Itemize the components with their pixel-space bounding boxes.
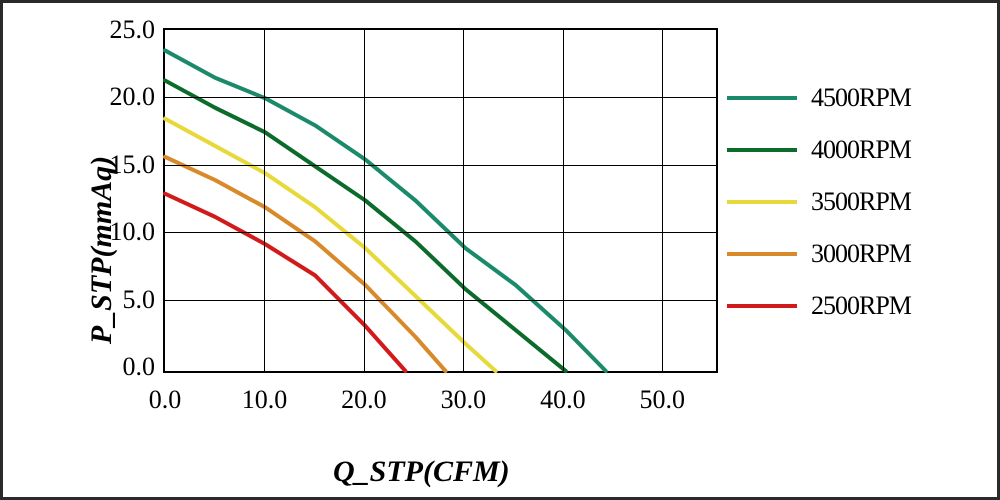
legend-item: 4000RPM <box>727 135 952 165</box>
y-tick-label: 25.0 <box>110 15 166 45</box>
legend-label: 3000RPM <box>811 239 911 269</box>
gridline-horizontal <box>165 300 716 301</box>
x-tick-label: 20.0 <box>341 371 387 415</box>
gridline-vertical <box>264 30 265 371</box>
legend-swatch <box>727 252 797 256</box>
y-tick-label: 15.0 <box>110 150 166 180</box>
legend: 4500RPM 4000RPM 3500RPM 3000RPM 2500RPM <box>727 83 952 343</box>
legend-item: 2500RPM <box>727 291 952 321</box>
legend-swatch <box>727 304 797 308</box>
x-axis-label: Q_STP(CFM) <box>333 455 510 489</box>
series-line <box>165 119 496 371</box>
y-tick-label: 0.0 <box>123 352 166 382</box>
y-tick-label: 10.0 <box>110 217 166 247</box>
legend-swatch <box>727 148 797 152</box>
gridline-vertical <box>463 30 464 371</box>
legend-swatch <box>727 200 797 204</box>
x-tick-label: 40.0 <box>540 371 586 415</box>
legend-swatch <box>727 96 797 100</box>
legend-item: 3500RPM <box>727 187 952 217</box>
y-tick-label: 5.0 <box>123 285 166 315</box>
gridline-vertical <box>662 30 663 371</box>
legend-item: 4500RPM <box>727 83 952 113</box>
series-line <box>165 50 606 371</box>
gridline-vertical <box>364 30 365 371</box>
chart-lines <box>165 30 716 371</box>
x-tick-label: 50.0 <box>640 371 686 415</box>
gridline-horizontal <box>165 232 716 233</box>
legend-label: 2500RPM <box>811 291 911 321</box>
legend-label: 3500RPM <box>811 187 911 217</box>
gridline-horizontal <box>165 97 716 98</box>
y-axis-label: P_STP(mmAq) <box>85 156 119 344</box>
y-tick-label: 20.0 <box>110 82 166 112</box>
x-tick-label: 10.0 <box>242 371 288 415</box>
legend-label: 4500RPM <box>811 83 911 113</box>
x-tick-label: 30.0 <box>441 371 487 415</box>
legend-item: 3000RPM <box>727 239 952 269</box>
chart-container: P_STP(mmAq) Q_STP(CFM) 0.010.020.030.040… <box>0 0 1000 500</box>
legend-label: 4000RPM <box>811 135 911 165</box>
gridline-vertical <box>563 30 564 371</box>
plot-region: 0.010.020.030.040.050.00.05.010.015.020.… <box>163 28 718 373</box>
chart-area: P_STP(mmAq) Q_STP(CFM) 0.010.020.030.040… <box>13 13 977 487</box>
gridline-horizontal <box>165 165 716 166</box>
